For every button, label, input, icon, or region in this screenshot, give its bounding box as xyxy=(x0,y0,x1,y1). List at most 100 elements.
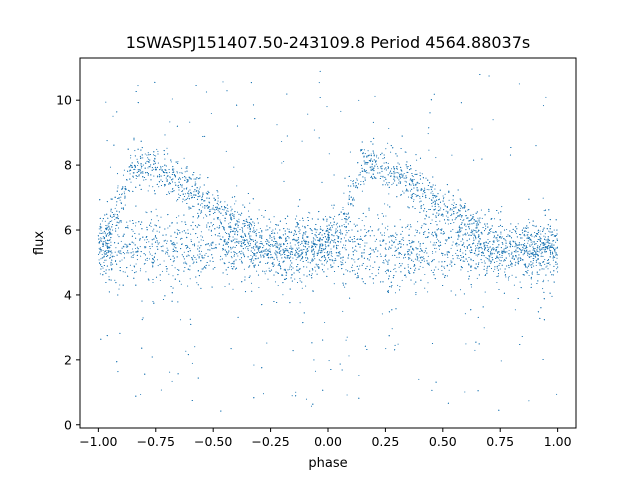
data-point xyxy=(176,242,178,244)
data-point xyxy=(135,177,137,180)
data-point xyxy=(370,158,372,160)
data-point xyxy=(331,204,333,206)
data-point xyxy=(453,222,455,224)
data-point xyxy=(230,210,232,212)
data-point xyxy=(162,250,164,252)
data-point xyxy=(519,281,521,283)
data-point xyxy=(202,206,204,208)
data-point xyxy=(299,278,301,280)
data-point xyxy=(98,247,100,250)
data-point xyxy=(112,115,114,117)
data-point xyxy=(194,346,196,348)
data-point xyxy=(530,241,532,243)
data-point xyxy=(474,245,477,247)
data-point xyxy=(419,197,421,199)
data-point xyxy=(238,218,240,220)
data-point xyxy=(145,241,148,243)
data-point xyxy=(534,232,536,234)
data-point xyxy=(108,226,110,228)
data-point xyxy=(505,251,507,253)
data-point xyxy=(463,233,465,235)
data-point xyxy=(118,288,120,290)
data-point xyxy=(192,194,194,196)
data-point xyxy=(217,191,219,193)
data-point xyxy=(193,178,195,180)
data-point xyxy=(452,241,454,243)
data-point xyxy=(109,239,111,241)
data-point xyxy=(342,263,344,265)
data-point xyxy=(288,228,290,230)
data-point xyxy=(265,262,267,265)
data-point xyxy=(187,246,189,248)
data-point xyxy=(184,199,186,201)
data-point xyxy=(137,162,140,164)
data-point xyxy=(322,249,324,251)
data-point xyxy=(145,179,147,181)
data-point xyxy=(154,252,157,254)
data-point xyxy=(493,237,495,239)
data-point xyxy=(221,226,223,228)
data-point xyxy=(464,206,466,208)
data-point xyxy=(311,273,313,275)
data-point xyxy=(191,362,193,364)
data-point xyxy=(269,248,271,250)
data-point xyxy=(378,272,380,274)
data-point xyxy=(282,294,284,296)
data-point xyxy=(100,230,102,232)
data-point xyxy=(111,259,113,261)
data-point xyxy=(128,252,130,254)
data-point xyxy=(462,239,464,241)
data-point xyxy=(162,165,164,168)
data-point xyxy=(120,240,122,242)
data-point xyxy=(114,279,116,281)
data-point xyxy=(253,266,255,268)
data-point xyxy=(348,194,350,196)
data-point xyxy=(109,229,111,231)
data-point xyxy=(473,229,476,231)
data-point xyxy=(413,199,415,201)
data-point xyxy=(485,256,487,259)
data-point xyxy=(312,237,314,239)
data-point xyxy=(195,258,197,260)
data-point xyxy=(503,237,505,240)
data-point xyxy=(454,219,456,221)
data-point xyxy=(356,250,358,252)
data-point xyxy=(391,240,393,242)
data-point xyxy=(555,263,557,265)
data-point xyxy=(135,263,137,265)
data-point xyxy=(158,186,160,188)
data-point xyxy=(469,234,471,236)
data-point xyxy=(152,186,154,188)
data-point xyxy=(245,245,248,248)
data-point xyxy=(137,161,139,163)
data-point xyxy=(419,265,421,267)
data-point xyxy=(543,279,545,281)
data-point xyxy=(373,235,375,237)
data-point xyxy=(384,203,386,205)
data-point xyxy=(204,266,206,268)
data-point xyxy=(465,215,467,217)
data-point xyxy=(115,247,117,249)
data-point xyxy=(176,172,178,174)
data-point xyxy=(274,281,277,283)
data-point xyxy=(209,245,211,247)
data-point xyxy=(464,260,466,262)
data-point xyxy=(409,257,411,259)
data-point xyxy=(199,224,201,226)
data-point xyxy=(523,239,526,242)
data-point xyxy=(291,266,293,268)
data-point xyxy=(344,286,346,288)
data-point xyxy=(296,225,298,227)
data-point xyxy=(504,271,506,273)
data-point xyxy=(398,266,400,268)
data-point xyxy=(393,235,395,238)
data-point xyxy=(196,282,198,284)
data-point xyxy=(197,245,199,247)
data-point xyxy=(227,210,229,212)
data-point xyxy=(222,214,224,216)
data-point xyxy=(122,174,125,176)
data-point xyxy=(109,256,112,258)
data-point xyxy=(426,188,428,191)
data-point xyxy=(393,268,395,270)
data-point xyxy=(170,191,172,193)
